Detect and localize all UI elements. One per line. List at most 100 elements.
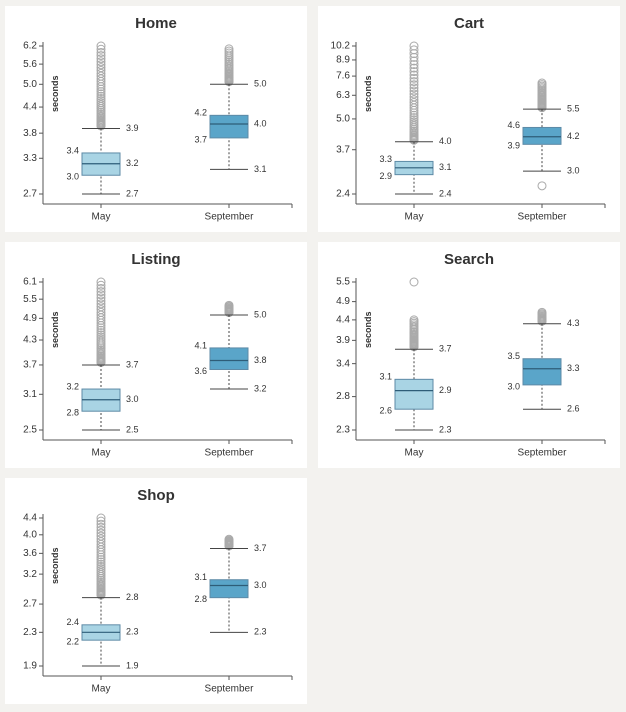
whisker-low-label: 2.3 xyxy=(439,424,452,434)
outlier-point xyxy=(409,95,419,105)
chart-svg: 6.2 5.6 5.0 4.4 3.8 3.3 2.7 May 3.9 3.2 2.7 3.4 3.0 S… xyxy=(23,41,293,223)
outlier-point xyxy=(409,113,419,123)
q1-label: 3.0 xyxy=(66,172,79,182)
median-label: 4.0 xyxy=(254,118,267,128)
outlier-point xyxy=(409,41,419,51)
outlier-point xyxy=(96,525,106,535)
y-tick-label: 8.9 xyxy=(336,55,350,66)
outlier-point xyxy=(96,559,106,569)
q1-label: 3.0 xyxy=(507,381,520,391)
outlier-point xyxy=(409,60,419,70)
y-tick-label: 2.7 xyxy=(23,599,37,610)
y-tick-label: 5.6 xyxy=(23,59,37,70)
whisker-high-label: 3.7 xyxy=(126,359,139,369)
x-tick-label: September xyxy=(518,212,568,223)
outlier-point xyxy=(409,73,419,83)
outlier-point xyxy=(96,299,106,309)
outlier-point xyxy=(409,117,419,127)
chart-title: Home xyxy=(135,15,177,32)
outlier-point xyxy=(96,513,106,523)
y-tick-label: 3.7 xyxy=(336,144,350,155)
chart-svg: 5.5 4.9 4.4 3.9 3.4 2.8 2.3 May 3.7 2.9 2.3 3.1 2.6 S… xyxy=(336,277,606,459)
y-tick-label: 10.2 xyxy=(331,41,351,52)
median-label: 3.3 xyxy=(567,363,580,373)
box-iqr xyxy=(394,378,434,410)
y-tick-label: 5.0 xyxy=(336,114,350,125)
outlier-point xyxy=(96,96,106,106)
q1-label: 3.7 xyxy=(194,134,207,144)
outlier-point xyxy=(96,89,106,99)
outlier-point xyxy=(96,534,106,544)
outlier-point xyxy=(96,561,106,571)
outlier-point xyxy=(96,566,106,576)
median-label: 3.1 xyxy=(439,162,452,172)
outlier-point xyxy=(96,57,106,67)
median-label: 3.2 xyxy=(126,158,139,168)
chart-panel-cart: Cart seconds 10.2 8.9 7.6 6.3 5.0 3.7 2.4 May 4.… xyxy=(318,6,620,232)
y-tick-label: 5.5 xyxy=(23,294,37,305)
chart-panel-home: Home seconds 6.2 5.6 5.0 4.4 3.8 3.3 2.7 May 3.9… xyxy=(5,6,307,232)
y-tick-label: 3.2 xyxy=(23,569,37,580)
median-label: 3.0 xyxy=(126,394,139,404)
outlier-point xyxy=(96,68,106,78)
outlier-point xyxy=(96,280,106,290)
chart-panel-search: Search seconds 5.5 4.9 4.4 3.9 3.4 2.8 2.3 May 3… xyxy=(318,242,620,468)
whisker-high-label: 4.0 xyxy=(439,136,452,146)
outlier-point xyxy=(409,70,419,80)
median-label: 2.3 xyxy=(126,627,139,637)
outlier-point xyxy=(96,296,106,306)
whisker-high-label: 5.0 xyxy=(254,79,267,89)
q3-label: 4.6 xyxy=(507,120,520,130)
q3-label: 3.1 xyxy=(194,572,207,582)
q1-label: 2.2 xyxy=(66,637,79,647)
chart-svg: 6.1 5.5 4.9 4.3 3.7 3.1 2.5 May 3.7 3.0 2.5 3.2 2.8 S… xyxy=(23,277,293,459)
y-tick-label: 7.6 xyxy=(336,71,350,82)
outlier-point xyxy=(96,87,106,97)
outlier-point xyxy=(96,284,106,294)
q1-label: 3.6 xyxy=(194,366,207,376)
y-tick-label: 5.0 xyxy=(23,79,37,90)
y-tick-label: 4.4 xyxy=(23,102,37,113)
outlier-point xyxy=(96,302,106,312)
y-tick-label: 4.4 xyxy=(336,315,350,326)
q1-label: 3.9 xyxy=(507,141,520,151)
outlier-point xyxy=(409,89,419,99)
outlier-point xyxy=(96,522,106,532)
median-label: 4.2 xyxy=(567,131,580,141)
q1-label: 2.6 xyxy=(379,406,392,416)
outlier-point xyxy=(409,277,419,287)
median-label: 2.9 xyxy=(439,385,452,395)
outlier-point xyxy=(96,557,106,567)
outlier-point xyxy=(96,516,106,526)
y-tick-label: 3.1 xyxy=(23,389,37,400)
outlier-point xyxy=(96,325,106,335)
outlier-point xyxy=(537,307,547,317)
outlier-point xyxy=(96,66,106,76)
x-tick-label: May xyxy=(405,448,424,459)
whisker-low-label: 3.1 xyxy=(254,164,267,174)
q1-label: 2.8 xyxy=(194,594,207,604)
outlier-point xyxy=(409,45,419,55)
whisker-low-label: 3.2 xyxy=(254,383,267,393)
box-iqr xyxy=(209,114,249,139)
y-tick-label: 6.2 xyxy=(23,41,37,52)
outlier-point xyxy=(409,115,419,125)
outlier-point xyxy=(96,277,106,287)
outlier-point xyxy=(96,41,106,51)
outlier-point xyxy=(96,334,106,344)
outlier-point xyxy=(409,52,419,62)
outlier-point xyxy=(96,47,106,57)
outlier-point xyxy=(409,92,419,102)
box-iqr xyxy=(522,358,562,386)
whisker-high-label: 3.7 xyxy=(439,344,452,354)
whisker-high-label: 3.9 xyxy=(126,123,139,133)
q3-label: 4.2 xyxy=(194,108,207,118)
y-tick-label: 2.8 xyxy=(336,391,350,402)
outlier-point xyxy=(224,534,234,544)
y-tick-label: 6.1 xyxy=(23,277,37,288)
y-tick-label: 3.4 xyxy=(336,358,350,369)
outlier-point xyxy=(96,528,106,538)
x-tick-label: September xyxy=(205,684,255,695)
q3-label: 3.3 xyxy=(379,154,392,164)
outlier-point xyxy=(96,91,106,101)
